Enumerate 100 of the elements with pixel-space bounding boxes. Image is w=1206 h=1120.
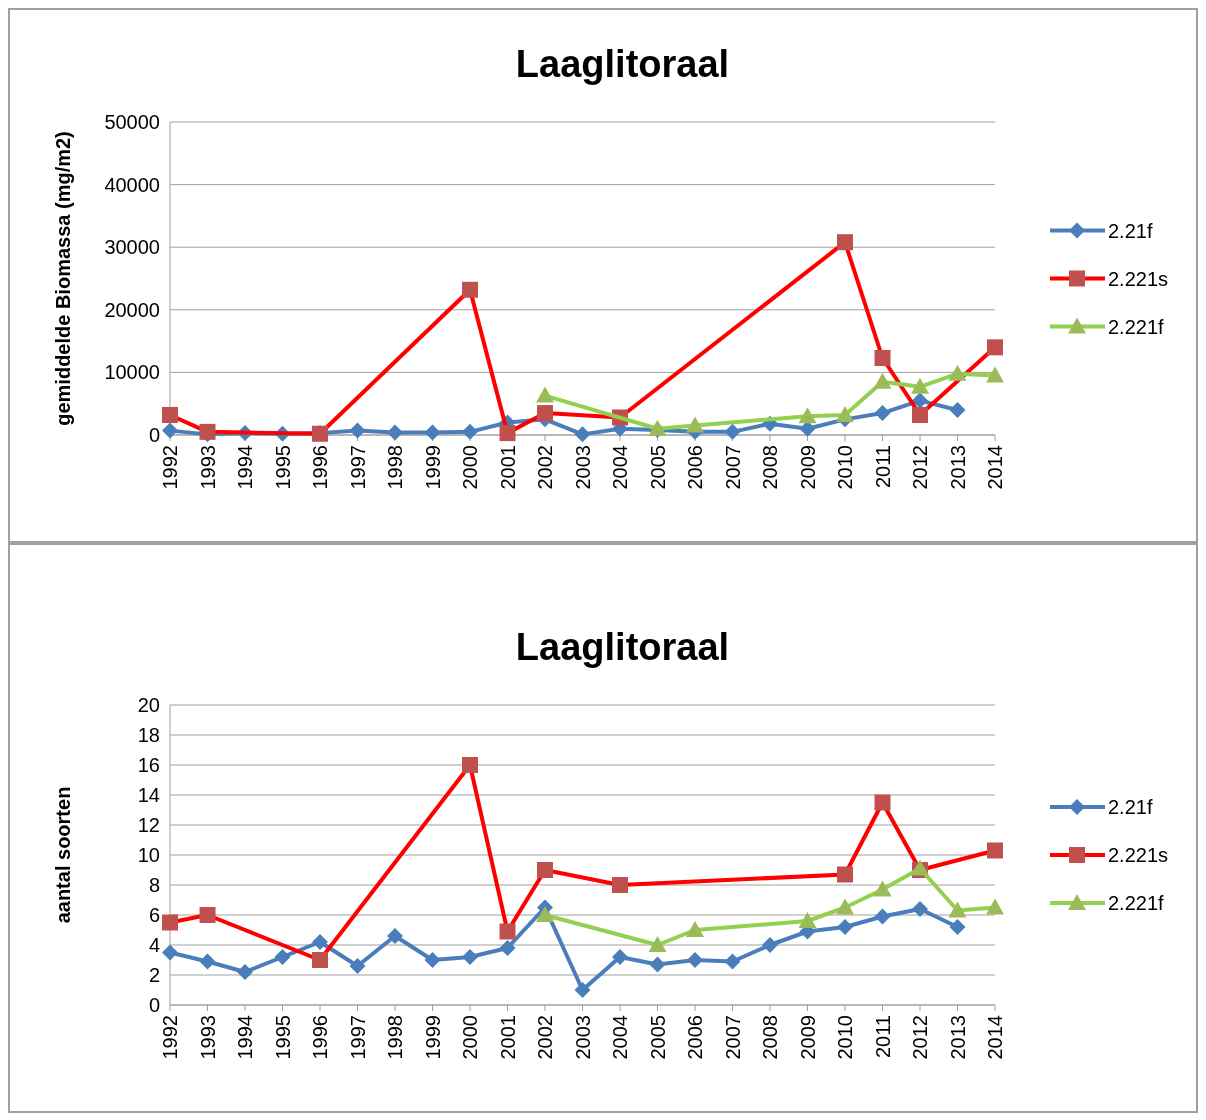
point: [274, 949, 291, 965]
point: [312, 934, 328, 950]
y-tick-label: 20: [137, 694, 160, 716]
point: [687, 952, 703, 968]
y-tick-label: 8: [148, 874, 160, 896]
point: [237, 964, 253, 980]
y-tick-label: 0: [148, 994, 160, 1016]
x-tick-label: 2005: [646, 1015, 669, 1060]
point: [836, 898, 854, 915]
y-tick-label: 2: [148, 964, 160, 986]
chart-title: Laaglitoraal: [515, 626, 730, 668]
x-tick-label: 1993: [196, 1015, 219, 1060]
point: [574, 982, 591, 998]
x-tick-label: 1998: [384, 445, 406, 490]
y-tick-label: 16: [137, 754, 160, 776]
point: [948, 364, 967, 381]
point: [686, 416, 704, 433]
x-tick-label: 2004: [609, 1015, 631, 1060]
x-tick-label: 1996: [309, 445, 331, 490]
point: [724, 953, 741, 970]
point: [762, 937, 778, 953]
x-tick-label: 1993: [196, 445, 219, 490]
x-tick-label: 2011: [871, 1015, 894, 1059]
x-tick-label: 2001: [496, 445, 519, 490]
point: [199, 953, 216, 970]
x-tick-label: 2007: [721, 1015, 744, 1060]
x-tick-label: 2009: [796, 445, 819, 490]
point: [499, 940, 516, 956]
point: [874, 908, 891, 925]
y-tick-label: 30000: [104, 236, 160, 259]
point: [462, 949, 478, 965]
point: [873, 880, 892, 897]
y-axis-title: aantal soorten: [52, 786, 74, 924]
point: [911, 377, 929, 394]
x-tick-label: 1992: [159, 1015, 181, 1060]
legend-label: 2.21f: [1108, 796, 1153, 818]
point: [162, 944, 178, 961]
x-tick-label: 2012: [909, 445, 931, 490]
y-tick-label: 14: [137, 784, 160, 806]
x-tick-label: 2011: [871, 445, 894, 489]
x-tick-label: 2010: [834, 1015, 856, 1060]
y-axis-title: gemiddelde Biomassa (mg/m2): [52, 131, 74, 426]
point: [873, 372, 892, 389]
point: [686, 921, 704, 937]
point: [349, 422, 366, 439]
y-tick-label: 10: [137, 844, 160, 866]
x-tick-label: 2006: [684, 1015, 706, 1060]
x-tick-label: 1998: [384, 1015, 406, 1060]
x-tick-label: 2007: [721, 445, 744, 490]
y-tick-label: 0: [148, 424, 160, 446]
x-tick-label: 2003: [571, 1015, 594, 1060]
point: [649, 956, 666, 973]
x-tick-label: 2014: [984, 445, 1006, 490]
legend-label: 2.221f: [1108, 315, 1165, 338]
x-tick-label: 2006: [684, 445, 706, 490]
legend-label: 2.221f: [1108, 892, 1165, 914]
chart-title: Laaglitoraal: [515, 43, 730, 85]
point: [724, 423, 741, 440]
x-tick-label: 2013: [946, 445, 969, 490]
point: [874, 405, 891, 422]
x-tick-label: 2014: [984, 1015, 1006, 1060]
point: [986, 898, 1004, 915]
point: [162, 422, 178, 439]
y-tick-label: 18: [137, 724, 160, 746]
x-tick-label: 1997: [346, 445, 369, 490]
point: [986, 366, 1004, 383]
x-tick-label: 1995: [271, 1015, 294, 1060]
x-tick-label: 2000: [459, 1015, 481, 1060]
x-tick-label: 2008: [759, 1015, 781, 1060]
x-tick-label: 2003: [571, 445, 594, 490]
point: [462, 423, 478, 440]
x-tick-label: 1992: [159, 445, 181, 490]
x-tick-label: 1994: [234, 1015, 256, 1060]
x-tick-label: 2002: [534, 1015, 556, 1060]
point: [424, 952, 441, 968]
y-tick-label: 50000: [104, 111, 160, 133]
point: [387, 928, 403, 944]
point: [798, 407, 817, 424]
x-tick-label: 2009: [796, 1015, 819, 1060]
y-tick-label: 6: [148, 904, 160, 926]
x-tick-label: 2013: [946, 1015, 969, 1060]
x-tick-label: 2002: [534, 445, 556, 490]
point: [948, 901, 967, 918]
y-tick-label: 10000: [104, 361, 160, 384]
point: [836, 405, 854, 422]
x-tick-label: 2001: [496, 1015, 519, 1060]
y-tick-label: 20000: [104, 298, 160, 321]
x-tick-label: 2012: [909, 1015, 931, 1060]
x-tick-label: 1999: [421, 445, 444, 490]
x-tick-label: 1999: [421, 1015, 444, 1060]
point: [837, 919, 853, 935]
legend-label: 2.221s: [1108, 267, 1169, 290]
y-tick-label: 12: [137, 814, 160, 836]
point: [424, 424, 441, 441]
point: [798, 912, 817, 928]
y-tick-label: 4: [148, 934, 160, 956]
point: [387, 424, 403, 441]
point: [949, 919, 966, 935]
point: [612, 949, 628, 965]
x-tick-label: 2008: [759, 445, 781, 490]
